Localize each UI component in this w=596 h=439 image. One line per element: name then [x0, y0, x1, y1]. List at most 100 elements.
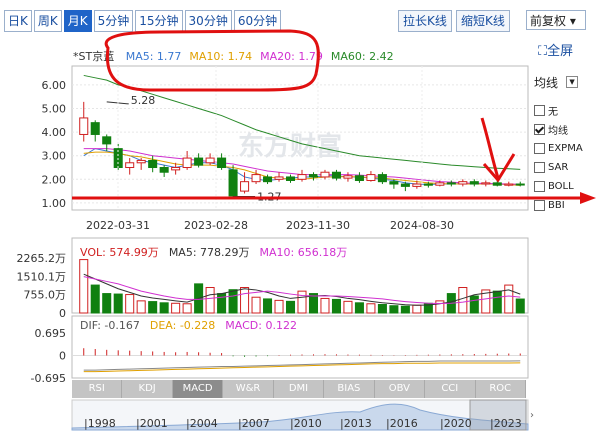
candle-body — [159, 167, 169, 173]
checkbox[interactable] — [534, 124, 545, 135]
dif-line — [83, 360, 521, 371]
period-tab-5min[interactable]: 5分钟 — [93, 10, 134, 32]
indicator-tab[interactable]: MACD — [172, 380, 224, 398]
indicator-tab[interactable]: W&R — [223, 380, 274, 398]
volume-bar — [308, 293, 319, 314]
candle-body — [492, 182, 502, 186]
candle-body — [79, 117, 89, 135]
timeline-selection — [469, 399, 527, 431]
checkbox[interactable] — [534, 200, 545, 211]
stock-name: *ST京蓝 — [73, 50, 115, 63]
volume-bar — [331, 298, 341, 314]
candle — [435, 180, 445, 187]
indicator-tab[interactable]: KDJ — [122, 380, 173, 398]
candle-body — [504, 183, 514, 186]
indicator-side-panel: 均线 ▼ 无均线 EXPMA SAR BOLL BBI — [534, 72, 596, 215]
period-tab-week[interactable]: 周K — [33, 10, 62, 32]
candle-body — [102, 136, 112, 145]
fullscreen-label: 全屏 — [547, 44, 574, 59]
red-line-arrowhead — [580, 192, 596, 204]
volume-bar — [102, 293, 112, 314]
side-option[interactable]: EXPMA — [534, 139, 596, 158]
volume-tick-label: 755.0万 — [24, 289, 67, 302]
timeline-year: |2001 — [136, 417, 168, 430]
volume-bar — [182, 303, 192, 314]
side-option[interactable]: 均线 — [534, 120, 596, 139]
adjust-select[interactable]: 前复权 ▾ — [526, 10, 586, 30]
macd-legend: DIF: -0.167 DEA: -0.228 MACD: 0.122 — [80, 319, 307, 332]
candle — [297, 169, 307, 182]
side-option[interactable]: SAR — [534, 158, 596, 177]
side-option-label: 均线 — [548, 126, 568, 137]
candle — [217, 153, 227, 170]
price-tick-label: 4.00 — [42, 126, 67, 139]
candle-body — [423, 183, 433, 186]
candle — [469, 179, 479, 187]
candle — [377, 172, 387, 185]
candle-body — [194, 157, 204, 166]
indicator-tab[interactable]: DMI — [274, 380, 325, 398]
volume-bar — [228, 289, 238, 314]
candle — [205, 153, 215, 166]
ma60-line — [83, 74, 521, 170]
volume-bar — [320, 297, 330, 314]
macd-legend-item: MACD: 0.122 — [225, 319, 297, 332]
macd-tick-label: -0.695 — [31, 372, 66, 385]
x-tick-label: 2022-03-31 — [86, 219, 150, 232]
indicator-tab[interactable]: BIAS — [324, 380, 375, 398]
side-panel-dropdown[interactable]: ▼ — [566, 76, 579, 88]
ma-legend-item: MA5: 1.77 — [125, 50, 182, 63]
candle — [136, 158, 146, 170]
volume-tick-label: 1510.1万 — [17, 270, 67, 283]
candle — [285, 174, 296, 183]
checkbox[interactable] — [534, 143, 545, 154]
side-option[interactable]: BOLL — [534, 177, 596, 196]
candle — [481, 180, 491, 187]
volume-bar — [366, 303, 376, 314]
candle — [159, 165, 169, 177]
indicator-tab[interactable]: ROC — [476, 380, 526, 398]
volume-bar — [148, 301, 158, 314]
price-tick-label: 1.00 — [42, 197, 67, 210]
volume-bar — [481, 289, 491, 314]
watermark: 东方财富 — [238, 131, 342, 162]
indicator-tab[interactable]: RSI — [72, 380, 123, 398]
candle — [263, 174, 273, 185]
period-tab-month[interactable]: 月K — [63, 10, 92, 32]
candle-body — [182, 157, 192, 169]
side-option-label: SAR — [548, 162, 569, 173]
checkbox[interactable] — [534, 105, 545, 116]
red-arrow-head — [482, 153, 516, 183]
period-tab-30min[interactable]: 30分钟 — [184, 10, 232, 32]
macd-legend-item: DIF: -0.167 — [80, 319, 140, 332]
candle-body — [366, 174, 376, 181]
vol-legend-item: MA10: 656.18万 — [259, 246, 348, 259]
volume-bar — [504, 284, 514, 314]
fullscreen-button[interactable]: ⛶全屏 — [538, 40, 573, 59]
side-option[interactable]: 无 — [534, 101, 596, 120]
volume-bar — [79, 259, 89, 314]
candle-body — [171, 167, 181, 171]
period-tab-day[interactable]: 日K — [4, 10, 32, 32]
candle-body — [458, 181, 468, 185]
x-tick-label: 2023-11-30 — [286, 219, 350, 232]
candle-body — [354, 175, 364, 181]
stretch-kline-button[interactable]: 拉长K线 — [398, 10, 452, 32]
volume-bar — [343, 300, 353, 314]
candle — [366, 171, 376, 182]
indicator-tab[interactable]: OBV — [375, 380, 426, 398]
candle-body — [377, 174, 387, 183]
price-tick-label: 5.00 — [42, 102, 67, 115]
checkbox[interactable] — [534, 181, 545, 192]
candle-body — [240, 181, 250, 192]
shorten-kline-button[interactable]: 缩短K线 — [456, 10, 510, 32]
checkbox[interactable] — [534, 162, 545, 173]
candle-body — [228, 169, 238, 197]
candle — [240, 172, 250, 194]
volume-bar — [492, 290, 502, 314]
side-option[interactable]: BBI — [534, 196, 596, 215]
volume-bar — [412, 304, 422, 314]
indicator-tab[interactable]: CCI — [425, 380, 476, 398]
volume-bar — [389, 305, 399, 314]
